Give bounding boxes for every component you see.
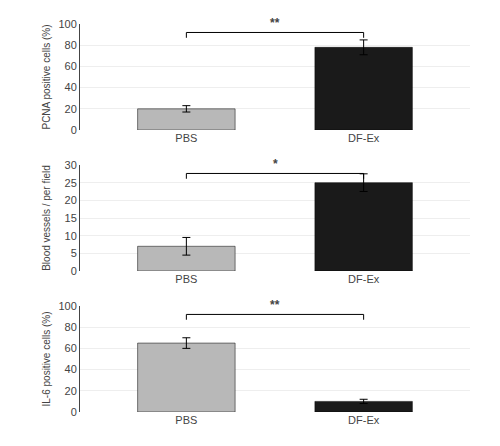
svg-text:40: 40 <box>65 363 77 375</box>
svg-text:20: 20 <box>65 103 77 115</box>
svg-text:0: 0 <box>71 124 77 136</box>
svg-text:80: 80 <box>65 321 77 333</box>
svg-text:20: 20 <box>65 385 77 397</box>
svg-text:100: 100 <box>58 18 76 30</box>
svg-text:PBS: PBS <box>175 132 197 144</box>
svg-text:20: 20 <box>65 194 77 206</box>
svg-text:DF-Ex: DF-Ex <box>348 273 380 285</box>
svg-text:5: 5 <box>71 247 77 259</box>
svg-text:60: 60 <box>65 60 77 72</box>
svg-text:PBS: PBS <box>175 414 197 426</box>
svg-text:0: 0 <box>71 265 77 277</box>
svg-text:DF-Ex: DF-Ex <box>348 414 380 426</box>
svg-text:10: 10 <box>65 230 77 242</box>
svg-text:DF-Ex: DF-Ex <box>348 132 380 144</box>
svg-text:40: 40 <box>65 81 77 93</box>
svg-text:IL-6 positive cells (%): IL-6 positive cells (%) <box>41 311 52 406</box>
svg-text:PCNA positive cells (%): PCNA positive cells (%) <box>41 25 52 130</box>
svg-text:30: 30 <box>65 159 77 171</box>
svg-text:60: 60 <box>65 342 77 354</box>
svg-text:100: 100 <box>58 300 76 312</box>
svg-text:15: 15 <box>65 212 77 224</box>
svg-text:*: * <box>273 157 278 171</box>
svg-text:25: 25 <box>65 177 77 189</box>
svg-text:0: 0 <box>71 406 77 418</box>
svg-text:80: 80 <box>65 39 77 51</box>
svg-text:**: ** <box>270 298 280 312</box>
svg-text:PBS: PBS <box>175 273 197 285</box>
svg-text:Blood vessels / per field: Blood vessels / per field <box>41 165 52 271</box>
svg-text:**: ** <box>270 16 280 30</box>
